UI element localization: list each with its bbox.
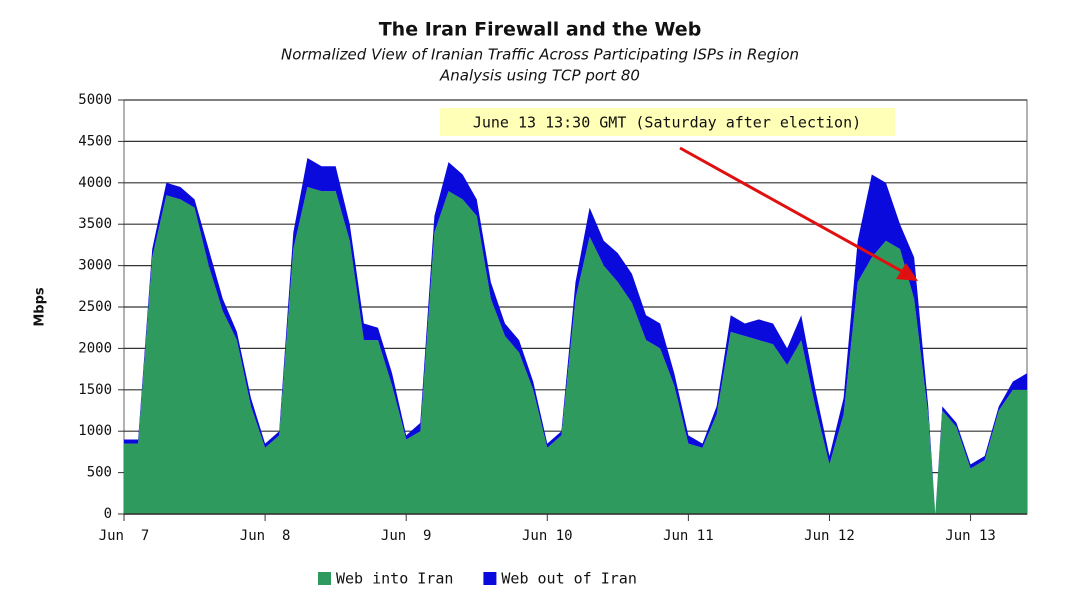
legend-label: Web into Iran — [336, 570, 453, 588]
annotation-box — [440, 108, 895, 136]
y-tick-label: 2500 — [78, 299, 112, 315]
x-tick-label: Jun 10 — [522, 528, 573, 544]
annotation: June 13 13:30 GMT (Saturday after electi… — [473, 114, 861, 132]
arrow-head — [896, 263, 918, 281]
x-tick-label: Jun 12 — [804, 528, 855, 544]
y-tick-label: 1000 — [78, 423, 112, 439]
y-tick-label: 1500 — [78, 382, 112, 398]
y-tick-label: 500 — [87, 465, 112, 481]
x-tick-label: Jun 13 — [945, 528, 996, 544]
annotation-arrow — [679, 146, 906, 275]
chart-subtitle: Normalized View of Iranian Traffic Acros… — [281, 46, 799, 64]
legend-swatch — [483, 572, 497, 585]
y-tick-label: 5000 — [78, 92, 112, 108]
y-tick-label: 4500 — [78, 133, 112, 149]
y-tick-label: 3000 — [78, 258, 112, 274]
x-tick-label: Jun 11 — [663, 528, 714, 544]
x-tick-label: Jun 7 — [99, 528, 150, 544]
y-tick-label: 3500 — [78, 216, 112, 232]
legend-label: Web out of Iran — [501, 570, 636, 588]
chart-subtitle: Analysis using TCP port 80 — [439, 67, 640, 85]
x-tick-label: Jun 8 — [240, 528, 291, 544]
chart-title: The Iran Firewall and the Web — [379, 19, 702, 41]
legend-swatch — [318, 572, 331, 585]
x-tick-label: Jun 9 — [381, 528, 432, 544]
y-tick-label: 2000 — [78, 340, 112, 356]
y-axis-label: Mbps — [33, 287, 48, 327]
y-tick-label: 4000 — [78, 175, 112, 191]
y-tick-label: 0 — [104, 506, 112, 522]
area — [124, 186, 1027, 514]
